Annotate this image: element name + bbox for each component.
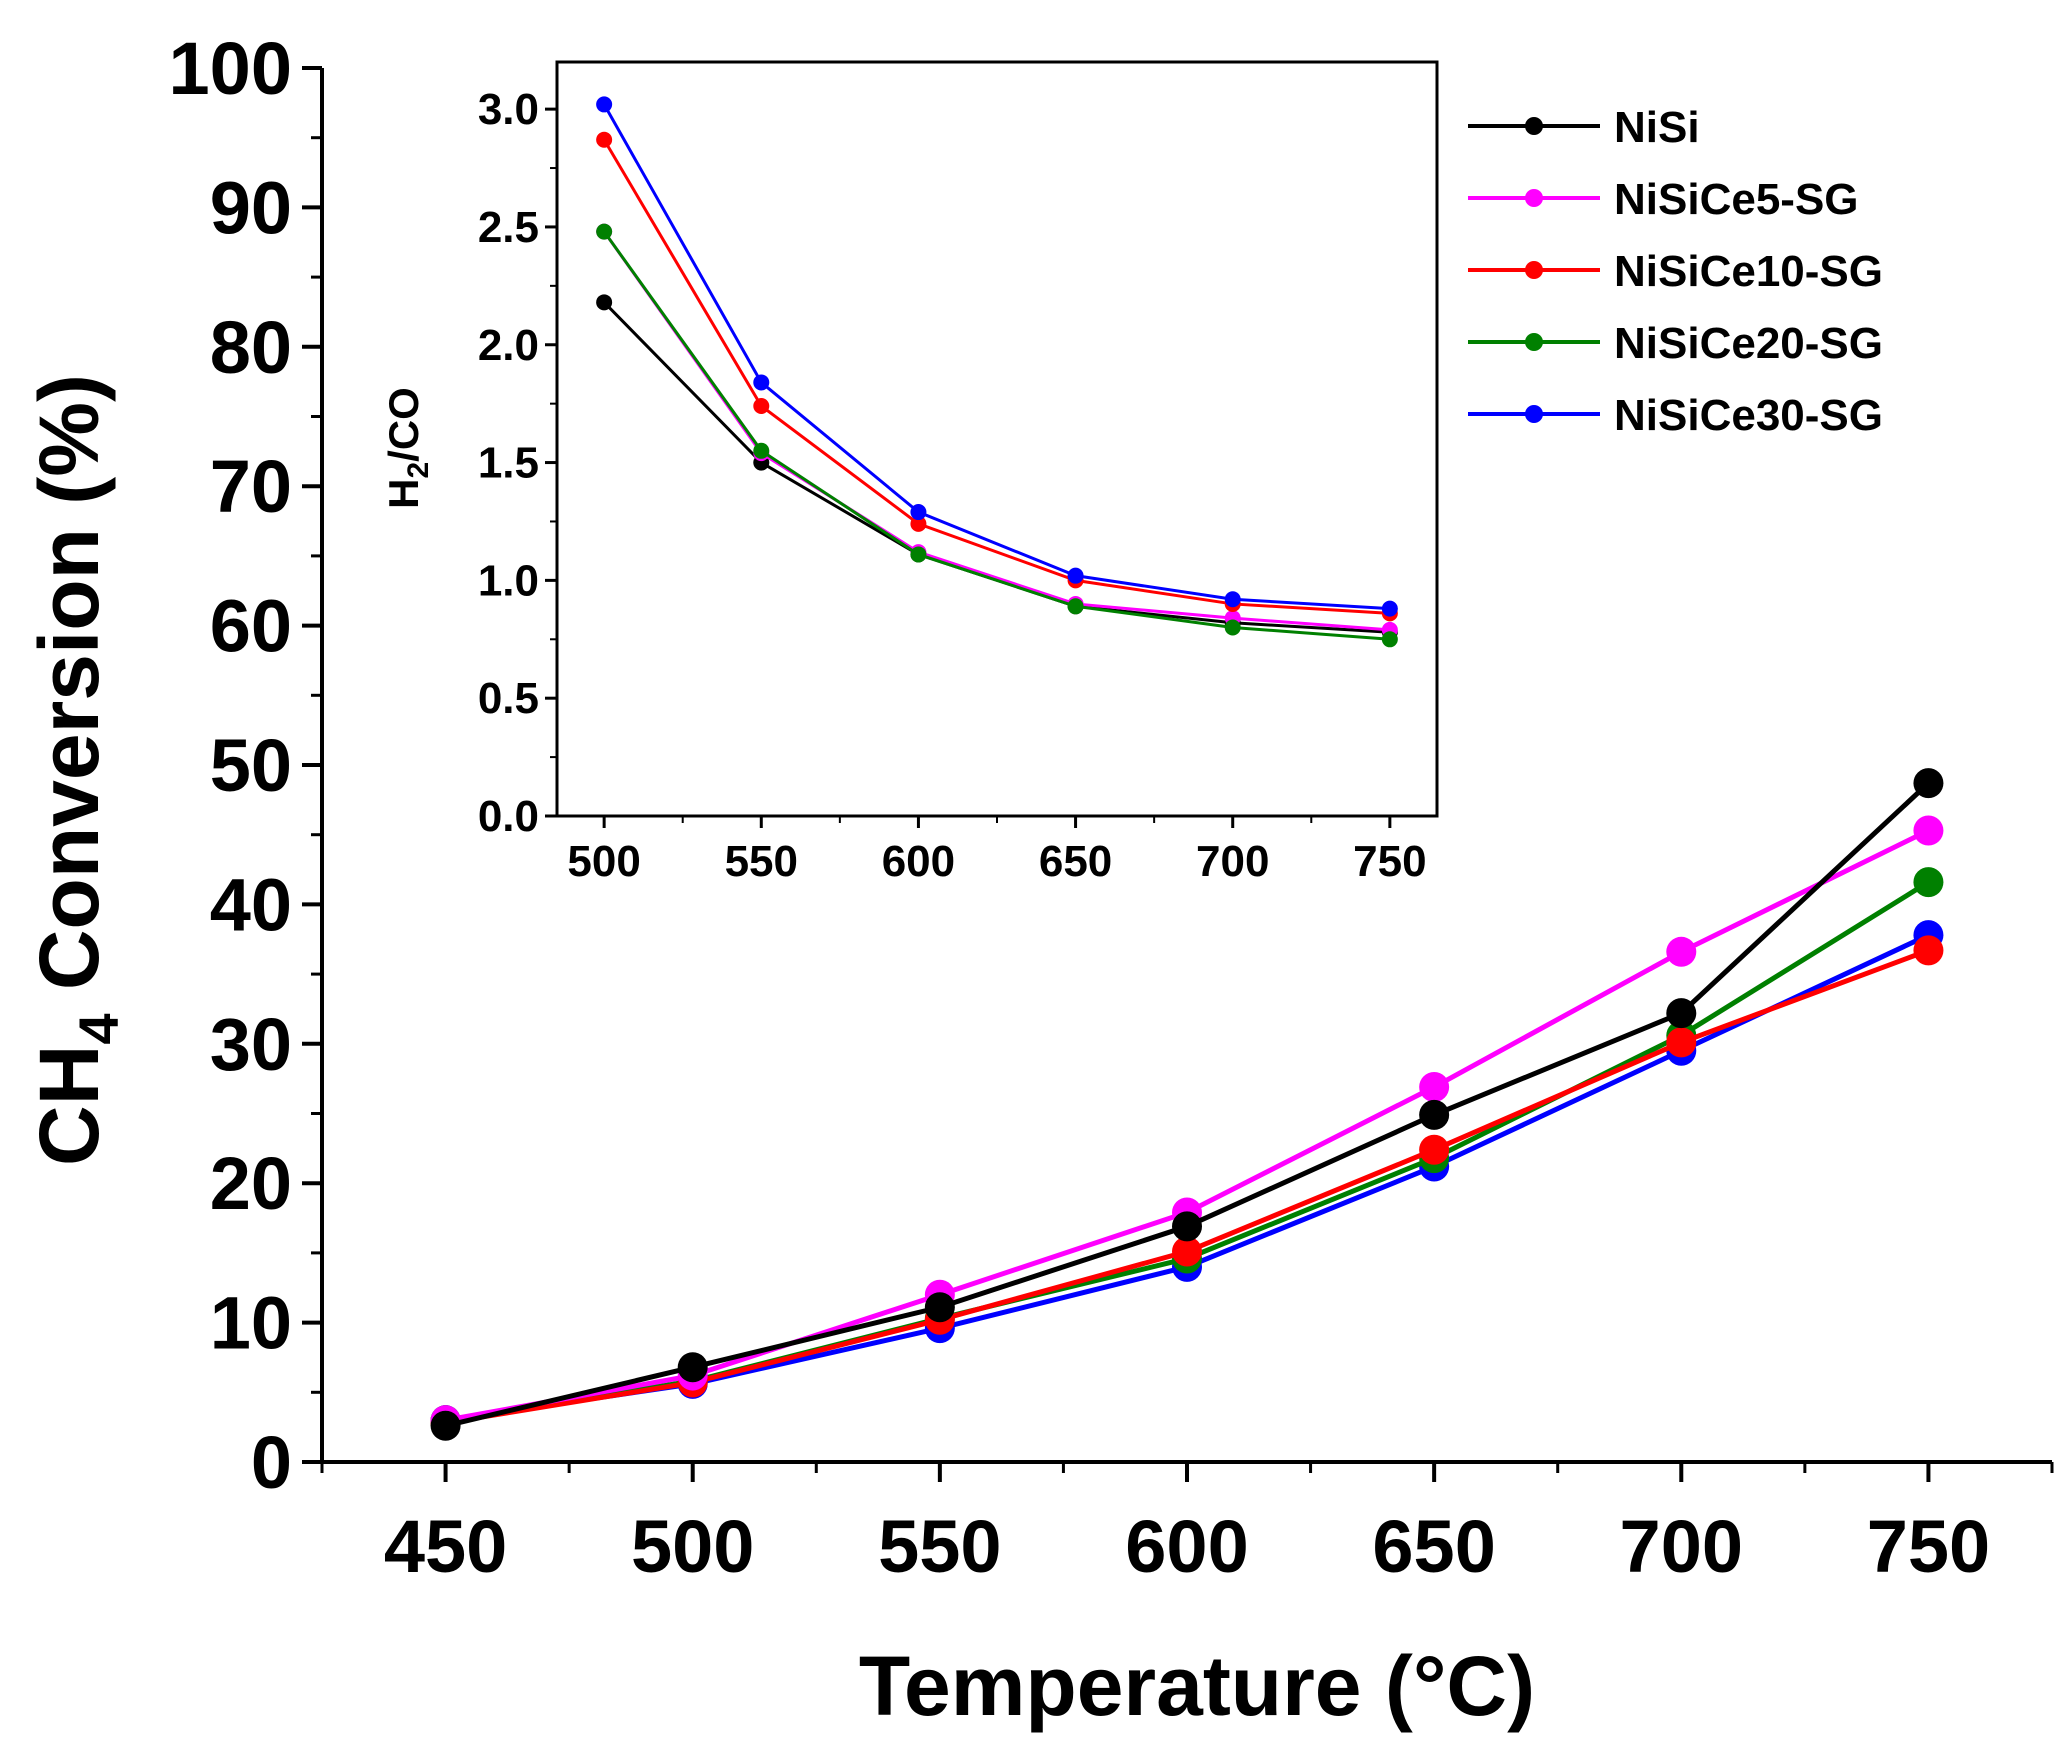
inset-data-point — [596, 223, 613, 240]
main-data-point — [677, 1352, 708, 1383]
inset-x-tick-label: 650 — [1039, 837, 1112, 886]
inset-series-line — [602, 230, 1390, 641]
main-data-point — [1913, 935, 1944, 966]
inset-x-tick-label: 600 — [882, 837, 955, 886]
legend-swatch-marker — [1525, 333, 1543, 351]
main-data-point — [1666, 998, 1697, 1029]
inset-y-tick-label: 2.5 — [478, 203, 539, 252]
main-data-point — [1419, 1134, 1450, 1165]
inset-data-point — [596, 96, 613, 113]
main-data-point — [1666, 1027, 1697, 1058]
inset-data-point — [753, 442, 770, 459]
main-x-tick-label: 750 — [1867, 1505, 1990, 1588]
inset-data-point — [910, 504, 927, 521]
inset-y-tick-label: 0.0 — [478, 792, 539, 841]
main-x-tick-label: 700 — [1620, 1505, 1743, 1588]
inset-plot: 0.0 0.5 1.0 1.5 2.0 2.5 3.0 500 550 600 650 700 750 H… — [380, 60, 1439, 886]
legend-entry-nisice10-sg: NiSiCe10-SG — [1468, 247, 1883, 296]
main-y-tick-label: 60 — [210, 585, 292, 668]
inset-data-point — [753, 398, 770, 415]
legend-swatch-marker — [1525, 405, 1543, 423]
main-x-tick-label: 600 — [1125, 1505, 1248, 1588]
inset-y-tick-label: 2.0 — [478, 321, 539, 370]
legend-label: NiSiCe5-SG — [1614, 175, 1859, 224]
legend-label: NiSiCe10-SG — [1614, 247, 1883, 296]
main-x-tick-label: 550 — [878, 1505, 1001, 1588]
inset-data-point — [753, 374, 770, 391]
legend-entry-nisice20-sg: NiSiCe20-SG — [1468, 319, 1883, 368]
inset-series-line — [602, 103, 1390, 611]
main-y-tick-label: 50 — [210, 724, 292, 807]
inset-y-tick-label: 3.0 — [478, 85, 539, 134]
inset-data-point — [910, 515, 927, 532]
inset-y-tick-label: 1.0 — [478, 556, 539, 605]
main-x-axis-title: Temperature (°C) — [859, 1639, 1535, 1733]
inset-y-tick-label: 1.5 — [478, 439, 539, 488]
inset-series-line — [602, 138, 1390, 615]
inset-data-point — [1067, 598, 1084, 615]
main-plot: 0 10 20 30 40 50 60 70 80 90 100 450 500 550 600 650 700… — [22, 27, 2054, 1733]
legend-entry-nisice5-sg: NiSiCe5-SG — [1468, 175, 1859, 224]
legend-swatch-marker — [1525, 117, 1543, 135]
main-data-point — [1172, 1236, 1202, 1267]
main-y-tick-label: 30 — [210, 1003, 292, 1086]
main-data-point — [1913, 768, 1944, 799]
inset-y-tick-label: 0.5 — [478, 674, 539, 723]
main-data-point — [1419, 1099, 1450, 1130]
inset-data-point — [1224, 591, 1241, 608]
inset-data-point — [596, 131, 613, 148]
inset-data-point — [1381, 631, 1398, 648]
main-y-tick-label: 10 — [210, 1282, 292, 1365]
main-y-tick-label: 40 — [210, 863, 292, 946]
inset-data-point — [596, 294, 613, 311]
inset-data-point — [1224, 619, 1241, 636]
main-data-point — [924, 1292, 955, 1323]
main-y-tick-label: 80 — [210, 306, 292, 389]
inset-frame — [555, 60, 1439, 818]
legend-swatch-marker — [1525, 261, 1543, 279]
inset-x-tick-label: 750 — [1353, 837, 1426, 886]
inset-series-nisice30-sg — [596, 96, 1398, 617]
main-data-point — [1419, 1072, 1450, 1103]
main-data-point — [1666, 936, 1697, 967]
legend-swatch-marker — [1525, 189, 1543, 207]
legend-label: NiSiCe30-SG — [1614, 391, 1883, 440]
inset-y-axis-title: H2/CO — [380, 387, 435, 509]
legend: NiSi NiSiCe5-SG NiSiCe10-SG NiSiCe20-SG NiSi… — [1468, 103, 1883, 440]
inset-x-tick-label: 550 — [725, 837, 798, 886]
main-x-tick-label: 500 — [631, 1505, 754, 1588]
main-y-tick-label: 100 — [169, 27, 292, 110]
main-data-point — [430, 1410, 461, 1441]
main-y-tick-label: 70 — [210, 445, 292, 528]
main-x-tick-label: 650 — [1372, 1505, 1495, 1588]
inset-x-tick-label: 700 — [1196, 837, 1269, 886]
legend-label: NiSiCe20-SG — [1614, 319, 1883, 368]
main-y-tick-label: 0 — [251, 1421, 292, 1504]
legend-entry-nisice30-sg: NiSiCe30-SG — [1468, 391, 1883, 440]
inset-data-point — [910, 546, 927, 563]
inset-data-point — [1067, 567, 1084, 584]
main-y-tick-label: 20 — [210, 1142, 292, 1225]
main-x-tick-label: 450 — [384, 1505, 507, 1588]
main-y-tick-label: 90 — [210, 166, 292, 249]
main-series-nisi — [430, 768, 1944, 1441]
legend-entry-nisi: NiSi — [1468, 103, 1700, 152]
inset-data-point — [1381, 600, 1398, 617]
main-data-point — [1913, 815, 1944, 846]
inset-series-nisice20-sg — [596, 223, 1398, 648]
main-data-point — [1913, 867, 1944, 898]
inset-x-tick-label: 500 — [567, 837, 640, 886]
main-y-axis-title: CH4 Conversion (%) — [22, 374, 130, 1166]
main-data-point — [1172, 1211, 1202, 1242]
legend-label: NiSi — [1614, 103, 1700, 152]
